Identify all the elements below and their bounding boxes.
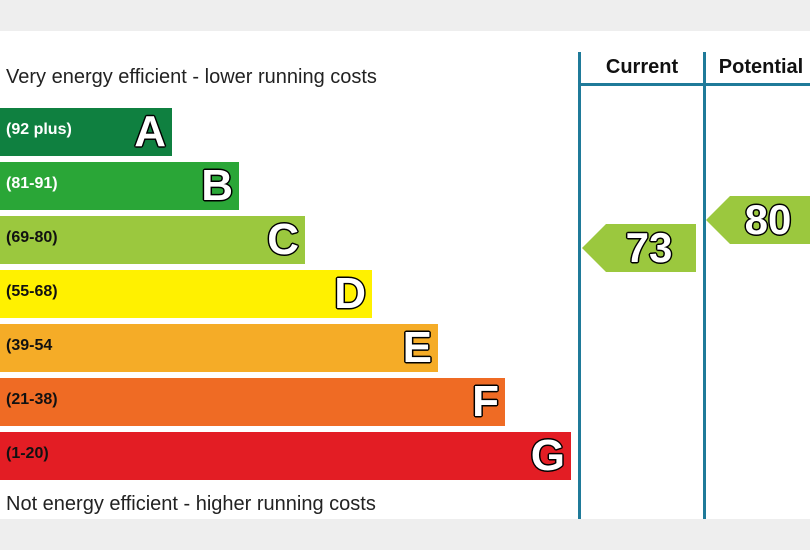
band-range-label: (39-54 (6, 337, 53, 354)
band-range-label: (55-68) (6, 283, 58, 300)
band-e: (39-54 E (0, 324, 438, 372)
current-column-header: Current (605, 56, 679, 78)
column-header-divider (578, 83, 810, 86)
band-g: (1-20) G (0, 432, 571, 480)
band-letter: G (530, 431, 565, 480)
potential-column-left-border (703, 52, 706, 519)
band-letter: C (267, 215, 299, 264)
band-b: (81-91) B (0, 162, 239, 210)
band-letter: F (472, 377, 499, 426)
band-f: (21-38) F (0, 378, 505, 426)
band-letter: D (334, 269, 366, 318)
band-letter: A (134, 107, 166, 156)
band-letter: B (201, 161, 233, 210)
band-range-label: (21-38) (6, 391, 58, 408)
epc-chart: Very energy efficient - lower running co… (0, 31, 810, 519)
potential-rating-value: 80 (744, 196, 792, 243)
bottom-caption: Not energy efficient - higher running co… (6, 493, 376, 515)
current-rating-value: 73 (625, 224, 673, 271)
band-letter: E (402, 323, 432, 372)
potential-rating-arrow (706, 196, 810, 244)
top-caption: Very energy efficient - lower running co… (6, 66, 377, 88)
band-range-label: (69-80) (6, 229, 58, 246)
current-column-left-border (578, 52, 581, 519)
potential-column-header: Potential (718, 56, 804, 78)
band-a: (92 plus) A (0, 108, 172, 156)
band-range-label: (1-20) (6, 445, 49, 462)
band-d: (55-68) D (0, 270, 372, 318)
band-range-label: (92 plus) (6, 121, 72, 138)
band-c: (69-80) C (0, 216, 305, 264)
band-range-label: (81-91) (6, 175, 58, 192)
current-rating-arrow (582, 224, 696, 272)
